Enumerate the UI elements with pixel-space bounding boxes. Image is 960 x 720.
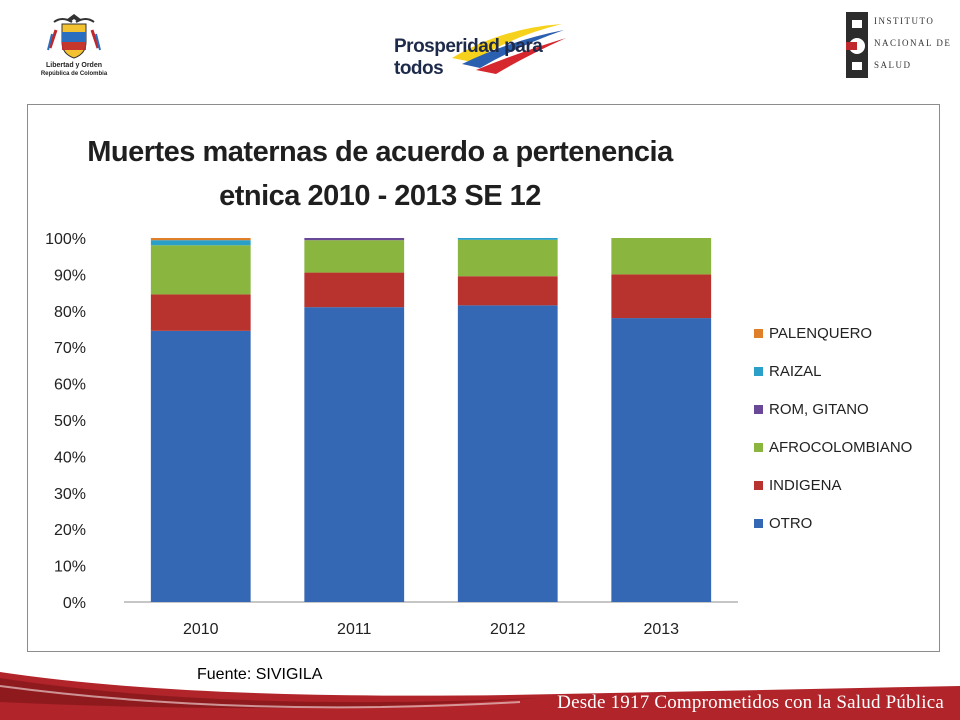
prosperidad-text: Prosperidad para todos: [394, 36, 543, 79]
bar-segment: [304, 240, 405, 273]
y-tick-label: 80%: [54, 304, 86, 321]
stacked-bar-chart: 0% 10% 20% 30% 40% 50% 60% 70% 80% 90% 100% 2010 201…: [45, 231, 912, 638]
bar-segment: [150, 240, 251, 246]
y-tick-label: 0%: [63, 595, 86, 612]
source-note: Fuente: SIVIGILA: [197, 666, 323, 683]
x-tick-label: 2013: [643, 621, 679, 638]
ins-line-1: INSTITUTO: [874, 16, 935, 26]
x-tick-label: 2012: [490, 621, 526, 638]
x-tick-label: 2011: [337, 621, 372, 638]
bar-segment: [150, 330, 251, 602]
y-tick-label: 10%: [54, 559, 86, 576]
y-tick-label: 30%: [54, 486, 86, 503]
chart-title-line-2: etnica 2010 - 2013 SE 12: [219, 180, 541, 212]
x-tick-label: 2010: [183, 621, 219, 638]
legend-label: OTRO: [769, 515, 812, 532]
y-tick-label: 60%: [54, 377, 86, 394]
legend-swatch: [754, 329, 763, 338]
legend-label: ROM, GITANO: [769, 401, 869, 418]
chart-title-line-1: Muertes maternas de acuerdo a pertenenci…: [87, 136, 673, 168]
legend-swatch: [754, 481, 763, 490]
y-tick-label: 70%: [54, 340, 86, 357]
legend-label: AFROCOLOMBIANO: [769, 439, 912, 456]
bar-segment: [611, 238, 712, 275]
legend-label: RAIZAL: [769, 363, 822, 380]
legend-label: INDIGENA: [769, 477, 842, 494]
bar-segment: [304, 238, 405, 241]
bar-segment: [304, 307, 405, 602]
y-tick-label: 40%: [54, 449, 86, 466]
prosperidad-logo: Prosperidad para todos: [392, 18, 592, 79]
ins-logo: INSTITUTO NACIONAL DE SALUD: [846, 12, 956, 78]
colombia-coat-of-arms: Libertad y Orden República de Colombia: [32, 10, 116, 82]
ins-line-3: SALUD: [874, 60, 912, 70]
y-tick-label: 100%: [45, 231, 86, 248]
bar-segment: [304, 272, 405, 308]
footer-band: Desde 1917 Comprometidos con la Salud Pú…: [0, 672, 960, 720]
y-tick-label: 50%: [54, 413, 86, 430]
chart-title: Muertes maternas de acuerdo a pertenenci…: [30, 130, 730, 218]
coat-of-arms-icon: [47, 14, 101, 59]
legend-label: PALENQUERO: [769, 325, 872, 342]
ins-emblem-icon: [846, 12, 868, 78]
legend-swatch: [754, 519, 763, 528]
bar-segment: [457, 305, 558, 602]
legend-swatch: [754, 405, 763, 414]
footer-swoosh-icon: [0, 672, 960, 720]
legend-swatch: [754, 367, 763, 376]
y-tick-label: 20%: [54, 522, 86, 539]
escudo-country: República de Colombia: [40, 71, 108, 77]
bar-segment: [150, 238, 251, 241]
bar-segment: [457, 239, 558, 277]
bar-segment: [457, 276, 558, 306]
ins-line-2: NACIONAL DE: [874, 38, 952, 48]
escudo-motto: Libertad y Orden: [45, 62, 102, 69]
y-tick-label: 90%: [54, 267, 86, 284]
bar-segment: [150, 245, 251, 295]
footer-slogan: Desde 1917 Comprometidos con la Salud Pú…: [557, 692, 944, 713]
bar-segment: [457, 238, 558, 240]
legend-swatch: [754, 443, 763, 452]
bar-segment: [611, 318, 712, 602]
bar-segment: [611, 274, 712, 319]
bar-segment: [150, 294, 251, 331]
flag-swoosh-icon: [452, 24, 566, 74]
